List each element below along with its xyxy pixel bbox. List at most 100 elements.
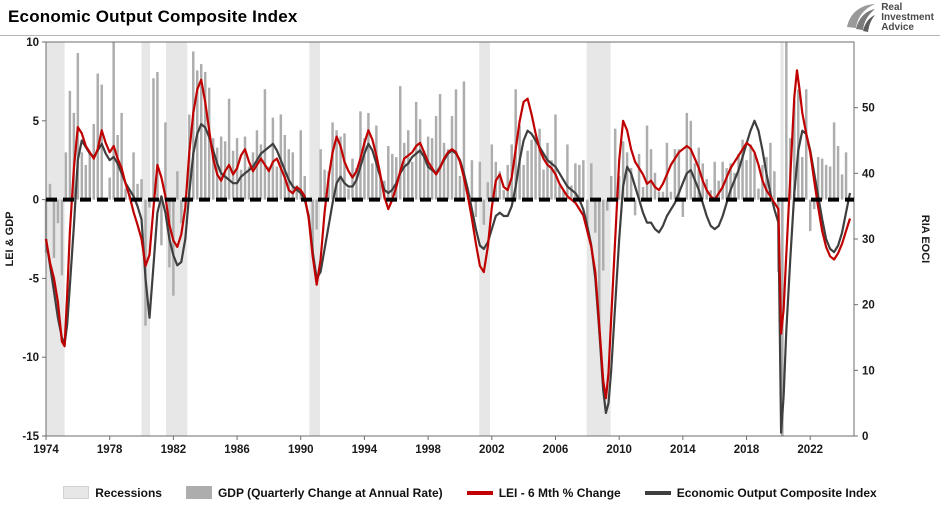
gdp-bar — [371, 163, 374, 200]
gdp-bar — [48, 183, 52, 200]
gdp-bar — [172, 199, 175, 296]
gdp-bar — [311, 199, 314, 257]
gdp-bar — [474, 199, 478, 217]
gdp-bar — [438, 94, 442, 200]
gdp-bar — [725, 168, 728, 200]
gdp-bar — [840, 174, 844, 200]
legend-swatch-recessions — [63, 486, 90, 499]
gdp-bar — [156, 71, 159, 200]
x-tick-label: 1974 — [33, 444, 59, 456]
left-tick-label: 10 — [26, 37, 39, 49]
gdp-bar — [613, 128, 617, 200]
gdp-bar — [132, 152, 135, 200]
right-tick-label: 30 — [862, 234, 875, 246]
gdp-bar — [478, 161, 482, 200]
gdp-bar — [836, 146, 840, 200]
left-tick-label: -10 — [22, 352, 39, 364]
legend-label-gdp: GDP (Quarterly Change at Annual Rate) — [217, 485, 443, 500]
gdp-bar — [211, 138, 215, 200]
left-tick-label: 5 — [33, 116, 40, 128]
gdp-bar — [52, 199, 56, 258]
gdp-bar — [446, 149, 450, 200]
gdp-bar — [490, 144, 494, 200]
legend-item: Economic Output Composite Index — [644, 485, 877, 500]
gdp-bar — [442, 142, 446, 200]
x-tick-label: 2002 — [479, 444, 505, 456]
legend-swatch-lei — [466, 490, 493, 495]
gdp-bar — [112, 42, 115, 200]
gdp-bar — [637, 153, 641, 200]
left-tick-label: -15 — [22, 431, 39, 443]
gdp-bar — [462, 81, 466, 200]
legend-swatch-gdp — [185, 486, 212, 499]
gdp-bar — [542, 169, 545, 200]
gdp-bar — [673, 149, 677, 200]
gdp-bar — [279, 114, 283, 200]
gdp-bar — [140, 179, 143, 200]
legend-item: LEI - 6 Mth % Change — [466, 486, 621, 500]
x-tick-label: 2014 — [670, 444, 696, 456]
gdp-bar — [355, 168, 358, 200]
gdp-bar — [387, 146, 390, 200]
left-tick-label: 0 — [33, 195, 39, 207]
gdp-bar — [295, 185, 298, 200]
gdp-bar — [745, 160, 748, 200]
legend-swatch-eoci — [644, 490, 671, 495]
gdp-bar — [263, 89, 267, 200]
gdp-bar — [271, 117, 275, 200]
gdp-bar — [88, 153, 92, 200]
gdp-bar — [578, 164, 581, 200]
gdp-bar — [291, 152, 295, 200]
gdp-bar — [645, 125, 649, 200]
recession-band — [46, 42, 65, 436]
gdp-bar — [414, 101, 418, 200]
gdp-bar — [116, 134, 119, 200]
gdp-bar — [629, 168, 633, 200]
right-tick-label: 0 — [862, 431, 868, 443]
gdp-bar — [649, 149, 653, 200]
gdp-bar — [808, 199, 812, 232]
gdp-bar — [203, 71, 207, 200]
gdp-bar — [486, 182, 490, 200]
brand-line-1: Real — [881, 2, 903, 13]
gdp-bar — [243, 136, 247, 200]
gdp-bar — [773, 171, 776, 200]
left-axis-title: LEI & GDP — [4, 211, 16, 266]
gdp-bar — [733, 172, 736, 200]
gdp-bar — [379, 177, 382, 200]
legend-label-eoci: Economic Output Composite Index — [676, 485, 877, 500]
gdp-bar — [828, 166, 832, 200]
gdp-bar — [605, 199, 609, 211]
gdp-bar — [418, 119, 422, 200]
right-tick-label: 40 — [862, 168, 875, 180]
gdp-bar — [824, 164, 828, 200]
gdp-bar — [422, 150, 426, 200]
x-tick-label: 1994 — [352, 444, 378, 456]
gdp-bar — [339, 136, 342, 200]
gdp-bar — [582, 160, 585, 200]
recession-band — [166, 42, 188, 436]
x-tick-label: 2018 — [734, 444, 760, 456]
gdp-bar — [832, 122, 836, 200]
gdp-bar — [251, 152, 255, 200]
x-tick-label: 2006 — [543, 444, 569, 456]
gdp-bar — [454, 89, 458, 200]
gdp-bar — [68, 90, 72, 200]
gdp-bar — [287, 149, 291, 200]
gdp-bar — [227, 98, 231, 200]
gdp-bar — [319, 149, 322, 200]
gdp-bar — [160, 199, 163, 246]
gdp-bar — [56, 199, 60, 224]
gdp-bar — [200, 64, 203, 200]
gdp-bar — [749, 144, 752, 200]
gdp-bar — [303, 175, 306, 200]
gdp-bar — [399, 86, 402, 200]
right-tick-label: 20 — [862, 300, 875, 312]
gdp-bar — [434, 116, 438, 200]
x-tick-label: 1998 — [415, 444, 441, 456]
gdp-bar — [816, 157, 820, 200]
gdp-bar — [136, 183, 139, 200]
gdp-bar — [689, 120, 693, 200]
chart-header: Economic Output Composite Index Real Inv… — [0, 0, 940, 36]
